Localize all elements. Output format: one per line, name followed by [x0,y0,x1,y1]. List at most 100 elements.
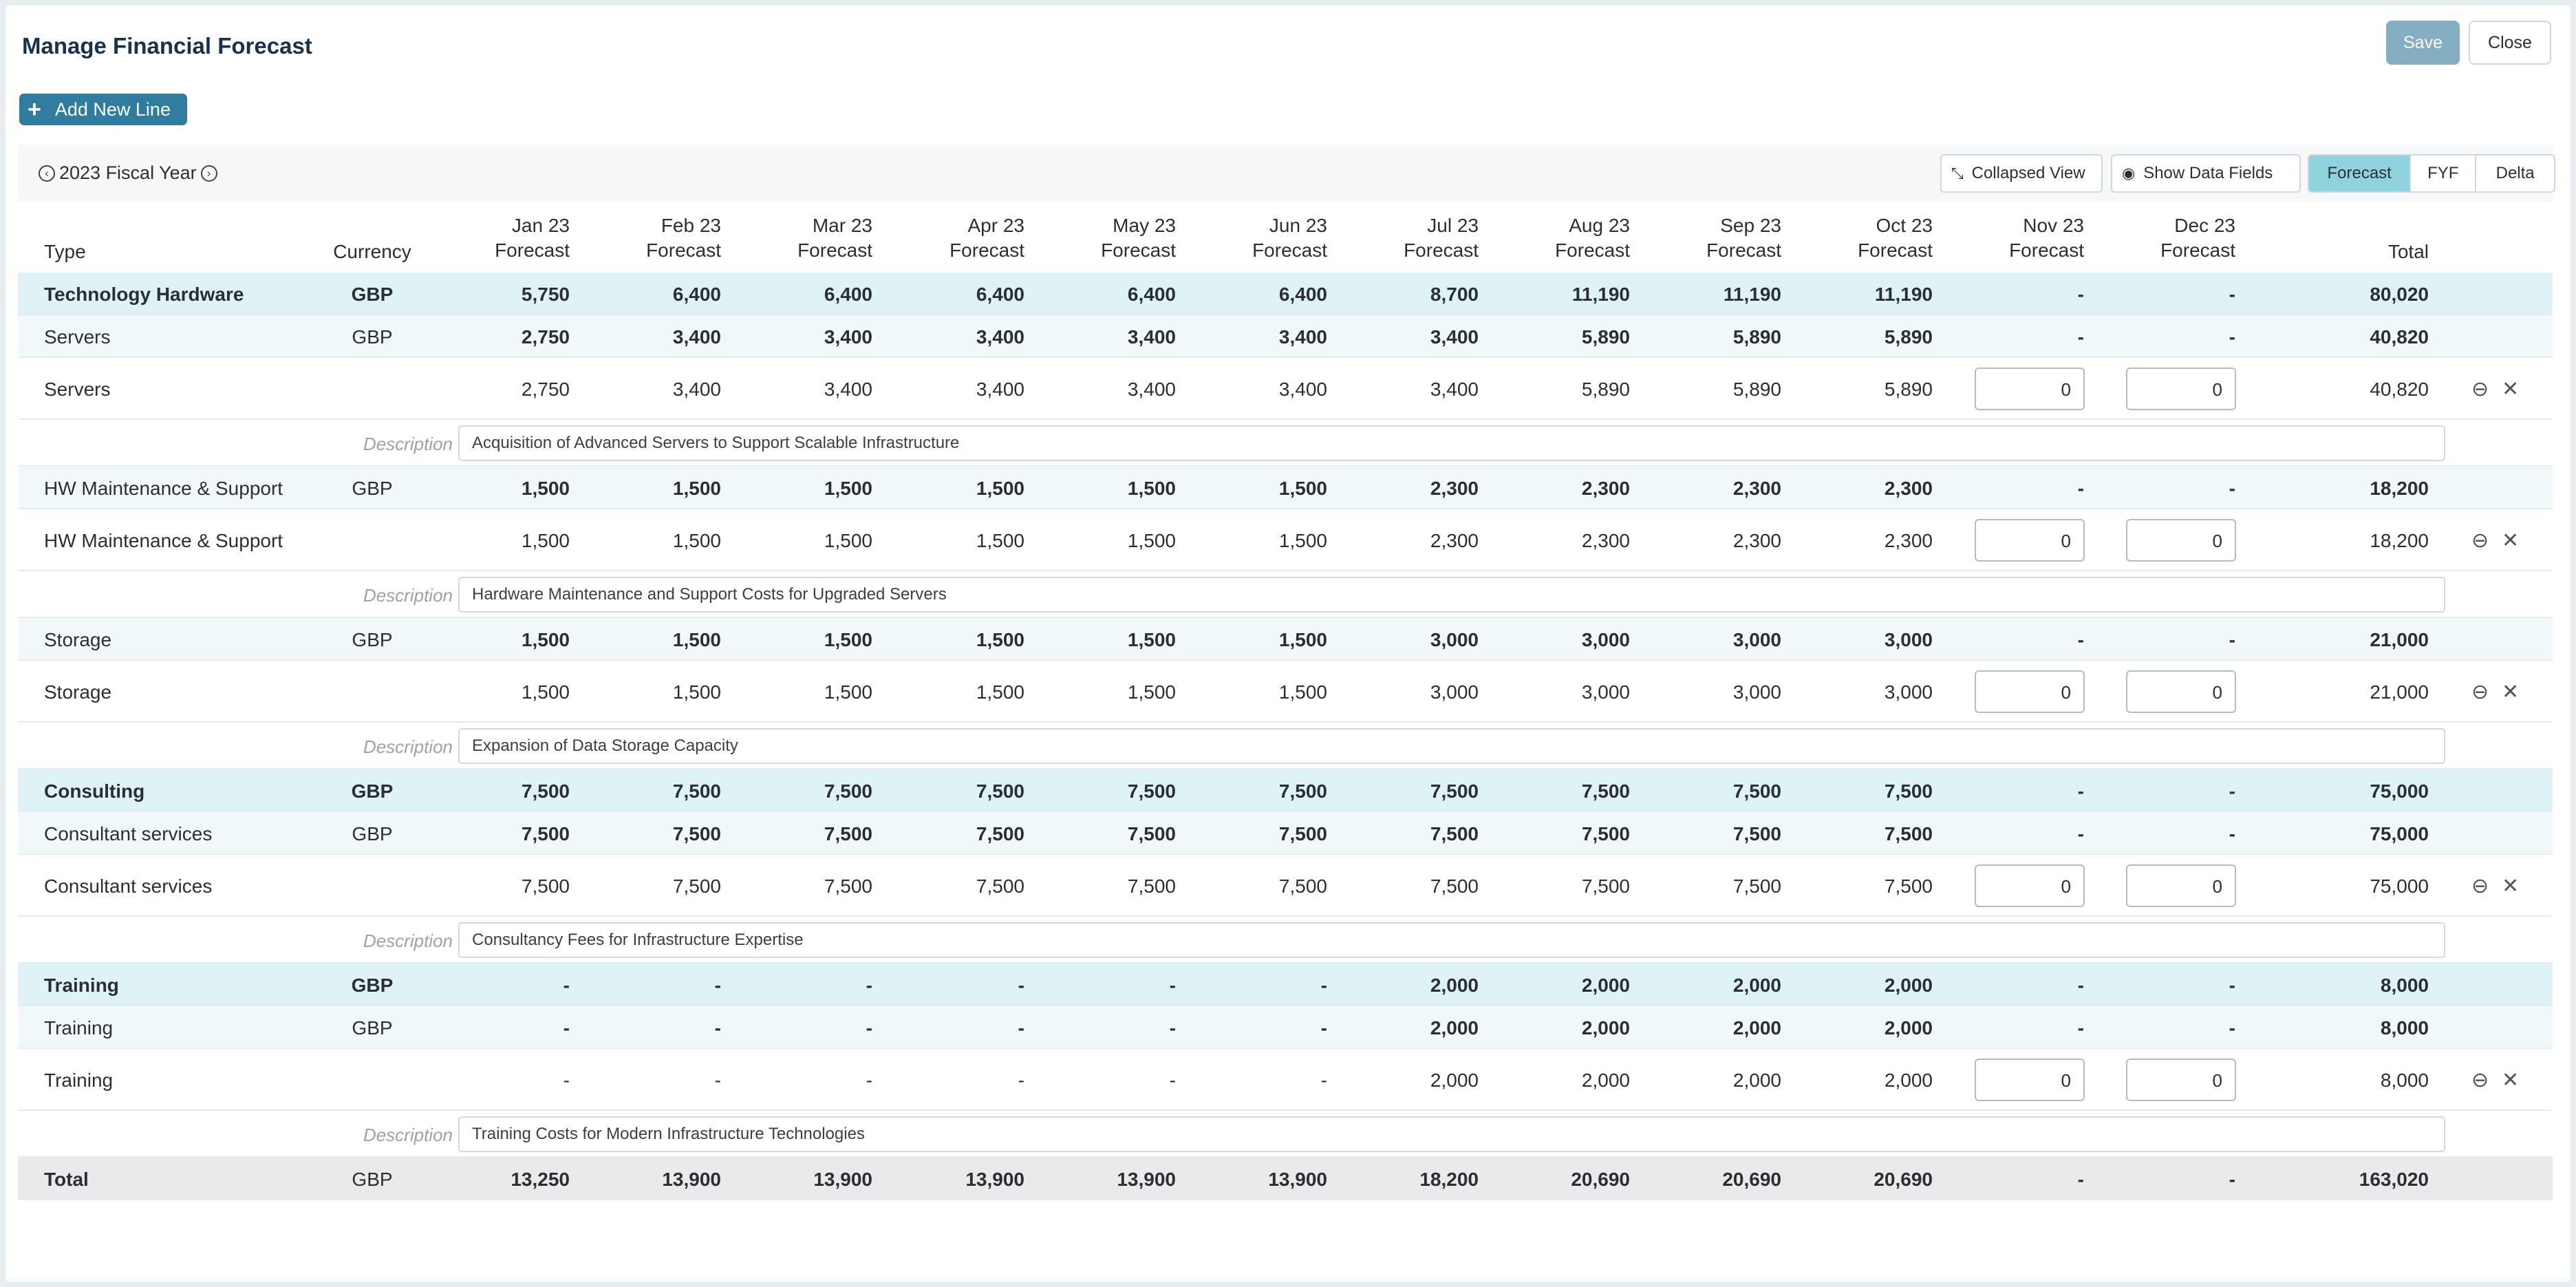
row-total: 163,020 [2359,1169,2429,1190]
row-value: 1,500 [1127,478,1176,499]
header-month: Jan 23 Forecast [432,213,570,263]
row-value: 7,500 [521,875,570,897]
row-total: 8,000 [2380,1017,2429,1039]
description-label: Description [363,434,453,454]
row-type: Consultant services [44,823,213,844]
forecast-input[interactable]: 0 [1975,519,2085,562]
tab-forecast[interactable]: Forecast [2309,156,2410,191]
row-value: 2,300 [1581,530,1630,551]
row-value: 7,500 [1127,875,1176,897]
row-value: 1,500 [824,681,872,703]
row-value: 2,000 [1430,1017,1479,1039]
row-type: Technology Hardware [44,284,244,305]
row-value: - [1018,1070,1024,1091]
description-input[interactable]: Consultancy Fees for Infrastructure Expe… [458,922,2445,958]
forecast-input[interactable]: 0 [2126,670,2236,713]
header-total: Total [2387,241,2429,262]
close-icon[interactable]: ✕ [2502,529,2520,552]
row-value: 1,500 [672,478,721,499]
remove-circle-icon[interactable]: ⊖ [2471,681,2489,703]
close-icon[interactable]: ✕ [2502,378,2520,401]
collapsed-view-button[interactable]: ⤡ Collapsed View [1940,154,2103,193]
remove-circle-icon[interactable]: ⊖ [2471,378,2489,401]
description-row: Description Expansion of Data Storage Cap… [18,723,2553,769]
row-value: 3,400 [672,379,721,400]
plus-icon: + [28,96,41,123]
row-value: - [2077,1169,2084,1190]
row-value: 7,500 [1278,823,1327,844]
row-type: Servers [44,326,111,348]
row-value: 7,500 [1884,780,1933,802]
collapse-arrows-icon: ⤡ [1951,164,1964,182]
description-input[interactable]: Hardware Maintenance and Support Costs f… [458,577,2445,613]
eye-icon: ◉ [2122,164,2136,182]
description-row: Description Acquisition of Advanced Serve… [18,420,2553,467]
row-total: 40,820 [2370,379,2429,400]
description-row: Description Consultancy Fees for Infrastr… [18,917,2553,964]
row-value: 7,500 [1430,823,1479,844]
subgroup-row: Servers GBP 2,750 3,400 3,400 3,400 3,400 3,400… [18,315,2553,358]
forecast-input[interactable]: 0 [1975,864,2085,907]
row-value: 7,500 [1732,780,1781,802]
forecast-input[interactable]: 0 [2126,864,2236,907]
collapsed-view-label: Collapsed View [1971,164,2085,182]
row-value: 3,000 [1581,681,1630,703]
tab-fyf[interactable]: FYF [2409,156,2475,191]
row-value: 3,400 [1278,326,1327,348]
row-value: 1,500 [824,530,872,551]
group-row: Training GBP - - - - - - 2,000 2,000 2,000 2,000 - - 8… [18,964,2553,1006]
close-button[interactable]: Close [2469,21,2551,65]
row-value: 1,500 [976,681,1024,703]
chevron-right-icon[interactable]: › [200,164,217,182]
remove-circle-icon[interactable]: ⊖ [2471,1069,2489,1092]
forecast-input[interactable]: 0 [2126,1059,2236,1101]
remove-circle-icon[interactable]: ⊖ [2471,875,2489,897]
description-input[interactable]: Expansion of Data Storage Capacity [458,728,2445,764]
view-toggle: Forecast FYF Delta [2308,154,2555,193]
row-value: - [866,1017,872,1039]
row-value: - [866,1070,872,1091]
row-value: 13,900 [1117,1169,1176,1190]
row-value: 2,300 [1732,478,1781,499]
close-icon[interactable]: ✕ [2502,875,2520,897]
row-value: 1,500 [1127,629,1176,650]
row-value: 1,500 [1278,629,1327,650]
forecast-input[interactable]: 0 [1975,1059,2085,1101]
header-month-sublabel: Forecast [2009,240,2084,261]
row-value: 3,400 [672,326,721,348]
forecast-input[interactable]: 0 [1975,670,2085,713]
forecast-input[interactable]: 0 [1975,368,2085,410]
description-input[interactable]: Training Costs for Modern Infrastructure… [458,1116,2445,1152]
header-month-sublabel: Forecast [1555,240,1630,261]
forecast-input[interactable]: 0 [2126,519,2236,562]
close-icon[interactable]: ✕ [2502,681,2520,703]
row-value: 2,000 [1581,1070,1630,1091]
chevron-left-icon[interactable]: ‹ [39,164,55,182]
description-input[interactable]: Acquisition of Advanced Servers to Suppo… [458,425,2445,461]
row-total: 75,000 [2370,875,2429,897]
header-month: Feb 23 Forecast [583,213,721,263]
row-value: 1,500 [1278,478,1327,499]
tab-delta[interactable]: Delta [2475,156,2554,191]
remove-circle-icon[interactable]: ⊖ [2471,529,2489,552]
row-value: 3,000 [1430,629,1479,650]
line-item-row: Servers 2,750 3,400 3,400 3,400 3,400 3,400 3,4… [18,358,2553,420]
row-total: 75,000 [2370,780,2429,802]
header-month: Nov 23 Forecast [1946,213,2084,263]
row-value: - [714,1070,721,1091]
row-value: 2,000 [1430,975,1479,996]
row-value: 11,190 [1723,284,1781,305]
add-new-line-button[interactable]: + Add New Line [19,94,187,125]
row-value: - [2077,326,2084,348]
row-value: 7,500 [1581,780,1630,802]
save-button[interactable]: Save [2386,21,2460,65]
forecast-input[interactable]: 0 [2126,368,2236,410]
header-month-label: Jun 23 [1269,215,1327,236]
close-icon[interactable]: ✕ [2502,1069,2520,1092]
header-month-sublabel: Forecast [1101,240,1176,261]
row-value: 2,300 [1581,478,1630,499]
row-value: - [2077,1017,2084,1039]
row-total: 18,200 [2370,478,2429,499]
show-data-fields-button[interactable]: ◉ Show Data Fields [2111,154,2301,193]
header-month-sublabel: Forecast [1706,240,1781,261]
